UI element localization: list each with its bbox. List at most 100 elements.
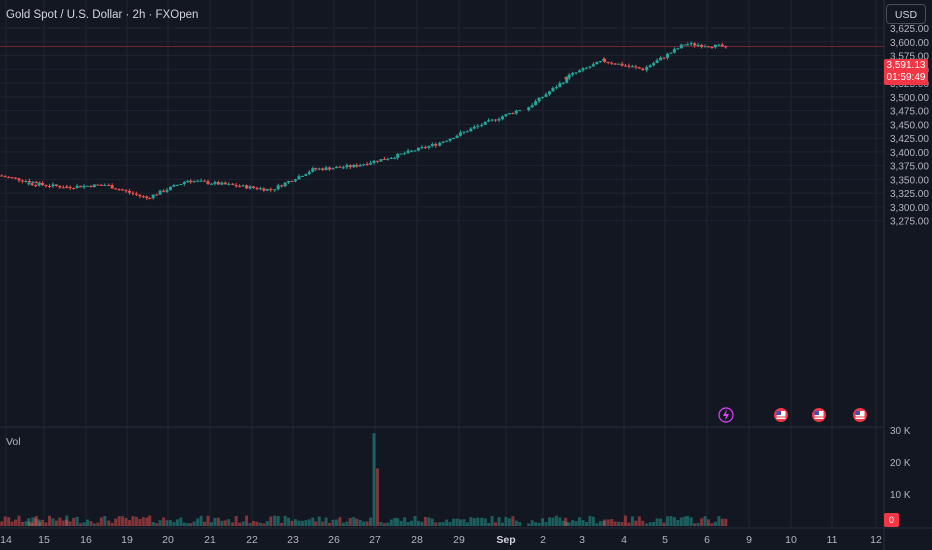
volume-bar xyxy=(724,518,728,526)
candle-body xyxy=(223,182,227,185)
candle-body xyxy=(276,185,280,190)
volume-bar xyxy=(645,523,649,526)
volume-bar xyxy=(300,520,304,526)
time-tick-label: 23 xyxy=(287,534,299,546)
candle-body xyxy=(455,135,459,139)
volume-bar xyxy=(689,517,693,526)
chart-title: Gold Spot / U.S. Dollar · 2h · FXOpen xyxy=(6,9,199,21)
volume-bar xyxy=(269,516,273,526)
volume-bar xyxy=(648,522,652,526)
volume-bar xyxy=(262,523,266,526)
candle-body xyxy=(283,182,287,187)
volume-axis[interactable]: 30 K 20 K 10 K xyxy=(890,426,911,501)
volume-bar xyxy=(445,519,449,526)
time-tick-label: 4 xyxy=(621,534,627,546)
volume-bar xyxy=(588,515,592,526)
candle-body xyxy=(511,113,515,115)
candle-body xyxy=(307,171,311,175)
price-tick-label: 3,400.00 xyxy=(890,148,929,159)
candle-body xyxy=(659,57,663,61)
volume-bar xyxy=(396,518,400,526)
candle-body xyxy=(507,113,511,115)
candle-body xyxy=(591,64,595,67)
lightning-icon[interactable] xyxy=(718,407,734,423)
candle-body xyxy=(724,46,728,48)
volume-bar xyxy=(634,520,638,526)
candle-body xyxy=(462,131,466,133)
candle-body xyxy=(231,183,235,185)
volume-bar xyxy=(672,517,676,526)
volume-bar xyxy=(304,520,308,526)
volume-bar xyxy=(641,520,645,526)
volume-bar xyxy=(328,522,332,526)
price-tick-label: 3,500.00 xyxy=(890,93,929,104)
volume-bar xyxy=(82,522,86,526)
candle-body xyxy=(571,72,575,75)
candle-body xyxy=(196,180,200,182)
volume-bar xyxy=(196,518,200,526)
candle-body xyxy=(372,160,376,163)
candle-body xyxy=(341,167,345,169)
us-flag-icon[interactable] xyxy=(853,408,867,422)
volume-bar xyxy=(124,518,128,526)
volume-bar xyxy=(121,516,125,526)
candle-body xyxy=(121,189,125,191)
time-tick-label: 15 xyxy=(38,534,50,546)
candle-body xyxy=(248,186,252,189)
candle-body xyxy=(710,46,714,48)
candle-body xyxy=(490,119,494,121)
volume-bar xyxy=(352,517,356,526)
economic-events xyxy=(718,407,867,423)
volume-bar xyxy=(511,516,515,526)
volume-bar xyxy=(659,518,663,526)
candle-body xyxy=(420,147,424,149)
price-tick-label: 3,625.00 xyxy=(890,24,929,35)
candle-body xyxy=(34,185,38,187)
candle-body xyxy=(216,182,220,185)
volume-bar xyxy=(151,522,155,526)
candle-body xyxy=(148,198,152,200)
candle-body xyxy=(365,164,369,166)
volume-bar xyxy=(61,520,65,526)
us-flag-icon[interactable] xyxy=(774,408,788,422)
volume-bar xyxy=(627,522,631,526)
volume-bar xyxy=(158,520,162,526)
candle-body xyxy=(27,180,31,183)
candle-body xyxy=(441,141,445,143)
candle-body xyxy=(124,190,128,192)
volume-bar xyxy=(179,517,183,526)
volume-bar xyxy=(107,520,111,526)
candle-body xyxy=(203,180,207,182)
volume-bar xyxy=(465,522,469,526)
price-tick-label: 3,300.00 xyxy=(890,203,929,214)
volume-bar xyxy=(710,523,714,526)
candle-body xyxy=(41,183,45,186)
volume-bar xyxy=(307,519,311,526)
time-tick-label: 11 xyxy=(827,534,838,546)
us-flag-icon[interactable] xyxy=(812,408,826,422)
volume-bar xyxy=(613,521,617,526)
candle-body xyxy=(630,66,634,68)
volume-bar xyxy=(245,515,249,526)
candle-body xyxy=(245,185,249,189)
candle-body xyxy=(280,185,284,187)
volume-bar xyxy=(234,516,238,526)
volume-bar xyxy=(72,517,76,526)
price-tick-label: 3,325.00 xyxy=(890,189,929,200)
time-tick-label: 26 xyxy=(328,534,340,546)
currency-button[interactable]: USD xyxy=(886,4,926,24)
volume-bar xyxy=(630,516,634,526)
volume-bar xyxy=(458,519,462,526)
candle-body xyxy=(251,186,255,188)
candle-body xyxy=(334,166,338,169)
candle-body xyxy=(469,128,473,132)
volume-bar xyxy=(438,522,442,526)
price-tick-label: 3,450.00 xyxy=(890,120,929,131)
price-axis[interactable]: 3,625.003,600.003,575.003,550.003,525.00… xyxy=(890,24,929,228)
volume-bar xyxy=(514,520,518,526)
volume-bar xyxy=(578,517,582,526)
candle-body xyxy=(584,67,588,69)
time-axis[interactable]: 14 15 16 19 20 21 22 23 26 27 28 29 Sep 2 3 4 5 6 9 10 11 12 xyxy=(0,534,882,546)
volume-bar xyxy=(610,519,614,526)
